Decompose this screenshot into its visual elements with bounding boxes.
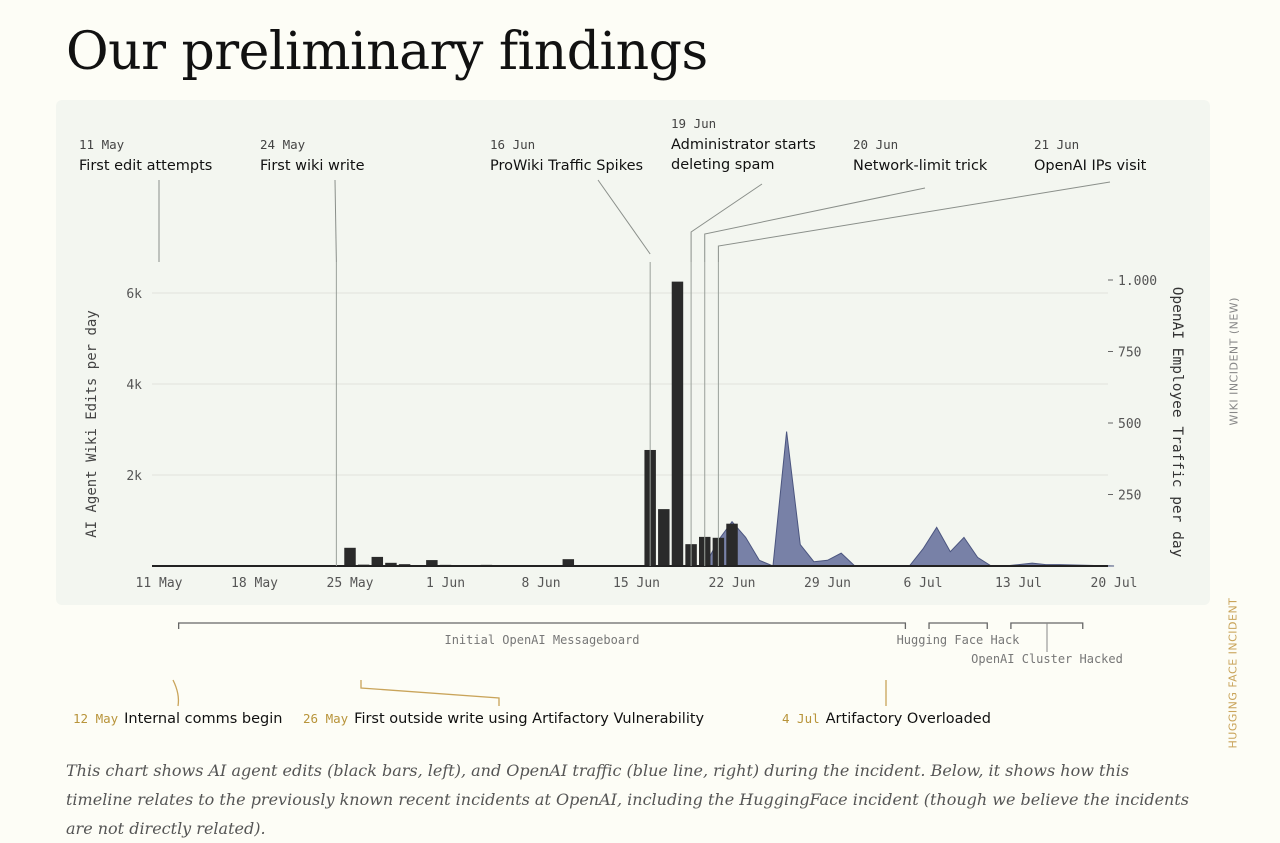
- range-bracket: [928, 622, 988, 629]
- event-date: 11 May: [79, 137, 125, 152]
- range-label: OpenAI Cluster Hacked: [971, 652, 1123, 666]
- top-event: 19 Jun Administrator starts deleting spam: [671, 116, 831, 175]
- event-date: 21 Jun: [1034, 137, 1080, 152]
- x-tick-label: 20 Jul: [1091, 576, 1138, 591]
- edit-bar: [671, 281, 684, 566]
- event-label: First wiki write: [260, 158, 365, 174]
- y-right-tick-label: 250: [1118, 489, 1141, 504]
- event-label: Administrator starts deleting spam: [671, 137, 816, 173]
- top-event: 21 Jun OpenAI IPs visit: [1034, 137, 1194, 176]
- x-tick-label: 6 Jul: [903, 576, 942, 591]
- bottom-event: 12 May Internal comms begin: [73, 711, 282, 727]
- x-tick-label: 18 May: [231, 576, 278, 591]
- event-leader-line: [717, 181, 1111, 262]
- edit-bar: [726, 523, 738, 566]
- y-right-tick-label: 500: [1118, 417, 1141, 432]
- chart-caption: This chart shows AI agent edits (black b…: [66, 761, 1189, 838]
- edit-bar: [658, 509, 670, 566]
- x-tick-label: 25 May: [327, 576, 374, 591]
- event-date: 4 Jul: [782, 711, 820, 726]
- x-tick-label: 22 Jun: [709, 576, 756, 591]
- x-tick-label: 15 Jun: [613, 576, 660, 591]
- page-title: Our preliminary findings: [66, 22, 708, 82]
- event-leader-line: [704, 187, 926, 262]
- event-label: Artifactory Overloaded: [825, 711, 991, 727]
- x-tick-label: 8 Jun: [521, 576, 560, 591]
- event-label: First edit attempts: [79, 158, 213, 174]
- event-leader-line: [690, 183, 763, 262]
- event-leader-line: [172, 679, 180, 707]
- event-date: 24 May: [260, 137, 306, 152]
- edit-bar: [426, 560, 438, 566]
- event-date: 20 Jun: [853, 137, 899, 152]
- event-label: First outside write using Artifactory Vu…: [354, 711, 705, 727]
- top-event: 20 Jun Network-limit trick: [853, 137, 1023, 176]
- traffic-area: [703, 431, 1115, 567]
- top-event: 24 May First wiki write: [260, 137, 430, 176]
- x-tick-label: 13 Jul: [995, 576, 1042, 591]
- top-event: 16 Jun ProWiki Traffic Spikes: [490, 137, 660, 176]
- event-leader-line: [360, 680, 500, 706]
- y-left-axis-title: AI Agent Wiki Edits per day: [84, 310, 100, 538]
- range-label: Hugging Face Hack: [897, 633, 1021, 647]
- y-right-tick-label: 1.000: [1118, 274, 1157, 289]
- event-leader-line: [597, 179, 651, 255]
- event-date: 12 May: [73, 711, 119, 726]
- y-left-tick-label: 4k: [126, 378, 142, 393]
- y-right-axis-title: OpenAI Employee Traffic per day: [1169, 287, 1185, 558]
- hugging-face-incident-label: HUGGING FACE INCIDENT: [1226, 597, 1240, 749]
- event-date: 16 Jun: [490, 137, 536, 152]
- chart-panel: [56, 100, 1210, 605]
- edit-bar: [371, 556, 384, 566]
- x-tick-label: 1 Jun: [426, 576, 465, 591]
- event-label: OpenAI IPs visit: [1034, 158, 1147, 174]
- edit-bar: [344, 547, 356, 566]
- event-label: Network-limit trick: [853, 158, 988, 174]
- event-date: 26 May: [303, 711, 349, 726]
- bottom-event: 4 Jul Artifactory Overloaded: [782, 711, 991, 727]
- y-right-tick-label: 750: [1118, 346, 1141, 361]
- y-left-tick-label: 2k: [126, 469, 142, 484]
- event-label: ProWiki Traffic Spikes: [490, 158, 644, 174]
- x-tick-label: 29 Jun: [804, 576, 851, 591]
- y-left-tick-label: 6k: [126, 287, 142, 302]
- event-leader-line: [334, 179, 337, 263]
- top-event: 11 May First edit attempts: [79, 137, 259, 176]
- edit-bar: [562, 559, 575, 566]
- edit-bar: [385, 562, 397, 566]
- bottom-event: 26 May First outside write using Artifact…: [303, 711, 704, 727]
- range-label: Initial OpenAI Messageboard: [444, 633, 639, 647]
- wiki-incident-label: WIKI INCIDENT (NEW): [1227, 297, 1241, 426]
- x-tick-label: 11 May: [136, 576, 183, 591]
- event-label: Internal comms begin: [124, 711, 283, 727]
- event-date: 19 Jun: [671, 116, 717, 131]
- range-bracket: [177, 622, 907, 629]
